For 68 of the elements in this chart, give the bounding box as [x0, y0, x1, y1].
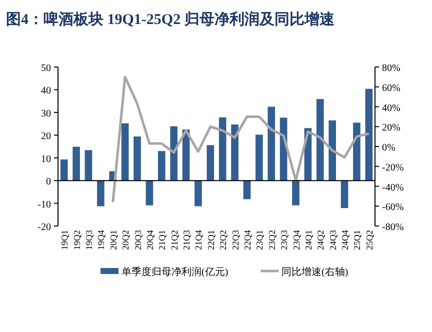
- y-tick-label: 10: [41, 154, 51, 165]
- bar: [206, 145, 214, 181]
- y2-tick-label: -40%: [382, 182, 404, 194]
- x-tick-label: 23Q2: [266, 230, 277, 250]
- y2-tick-label: -60%: [382, 202, 404, 214]
- bar: [121, 123, 129, 181]
- x-tick-label: 25Q1: [352, 230, 362, 250]
- x-tick-label: 20Q2: [120, 230, 131, 250]
- x-tick-label: 24Q3: [328, 230, 338, 250]
- y-tick-label: 20: [41, 131, 51, 142]
- bar: [97, 180, 104, 206]
- x-tick-label: 24Q2: [316, 230, 326, 250]
- y-tick-label: 30: [41, 108, 51, 120]
- bar: [170, 126, 178, 181]
- y2-tick-label: 40%: [382, 102, 400, 114]
- bar: [316, 99, 324, 181]
- y2-tick-label: 20%: [382, 122, 400, 134]
- bar: [340, 180, 348, 208]
- x-tick-label: 21Q1: [157, 230, 168, 250]
- x-tick-label: 25Q2: [364, 230, 374, 250]
- x-tick-label: 21Q2: [169, 230, 180, 250]
- bar: [134, 136, 141, 181]
- x-tick-label: 23Q1: [254, 230, 265, 250]
- bar: [84, 150, 92, 181]
- bar: [328, 120, 336, 181]
- bar: [218, 117, 226, 181]
- y-tick-label: 40: [41, 86, 51, 97]
- bar: [72, 146, 80, 181]
- bar: [365, 88, 373, 181]
- bar: [268, 106, 276, 181]
- bar: [158, 151, 166, 181]
- y-tick-label: -20: [38, 222, 51, 233]
- x-tick-label: 24Q1: [303, 230, 314, 250]
- y2-tick-label: -20%: [382, 162, 404, 174]
- bar: [60, 159, 68, 181]
- bar: [243, 180, 251, 200]
- x-tick-label: 19Q4: [96, 230, 106, 250]
- legend-label: 单季度归母净利润(亿元): [122, 266, 228, 278]
- x-tick-label: 21Q4: [194, 230, 204, 250]
- y2-tick-label: -80%: [382, 222, 404, 233]
- y-tick-label: -10: [38, 199, 51, 210]
- bar: [256, 134, 263, 181]
- x-tick-label: 24Q4: [340, 230, 350, 250]
- x-tick-label: 20Q3: [132, 230, 143, 250]
- x-tick-label: 22Q2: [218, 230, 228, 250]
- x-tick-label: 23Q3: [279, 230, 290, 250]
- bar: [146, 180, 154, 206]
- y2-tick-label: 60%: [382, 82, 400, 94]
- title: 图4：啤酒板块 19Q1-25Q2 归母净利润及同比增速: [6, 12, 334, 28]
- y-tick-label: 50: [41, 63, 51, 74]
- x-tick-label: 23Q4: [291, 230, 302, 250]
- y2-tick-label: 80%: [382, 63, 400, 74]
- x-tick-label: 21Q3: [182, 230, 192, 250]
- y-tick-label: 0: [46, 176, 51, 188]
- x-tick-label: 19Q3: [84, 230, 94, 250]
- x-tick-label: 22Q4: [242, 230, 252, 250]
- x-tick-label: 20Q1: [108, 230, 118, 250]
- x-tick-label: 19Q1: [60, 230, 70, 250]
- bar: [353, 122, 360, 181]
- x-tick-label: 22Q1: [206, 230, 216, 250]
- legend-label: 同比增速(右轴): [282, 266, 348, 278]
- x-tick-label: 19Q2: [72, 230, 82, 250]
- x-tick-label: 22Q3: [230, 230, 240, 250]
- bar: [194, 180, 202, 206]
- x-tick-label: 20Q4: [144, 230, 155, 250]
- bar: [292, 180, 300, 206]
- y2-tick-label: 0%: [382, 142, 396, 154]
- bar: [231, 124, 238, 181]
